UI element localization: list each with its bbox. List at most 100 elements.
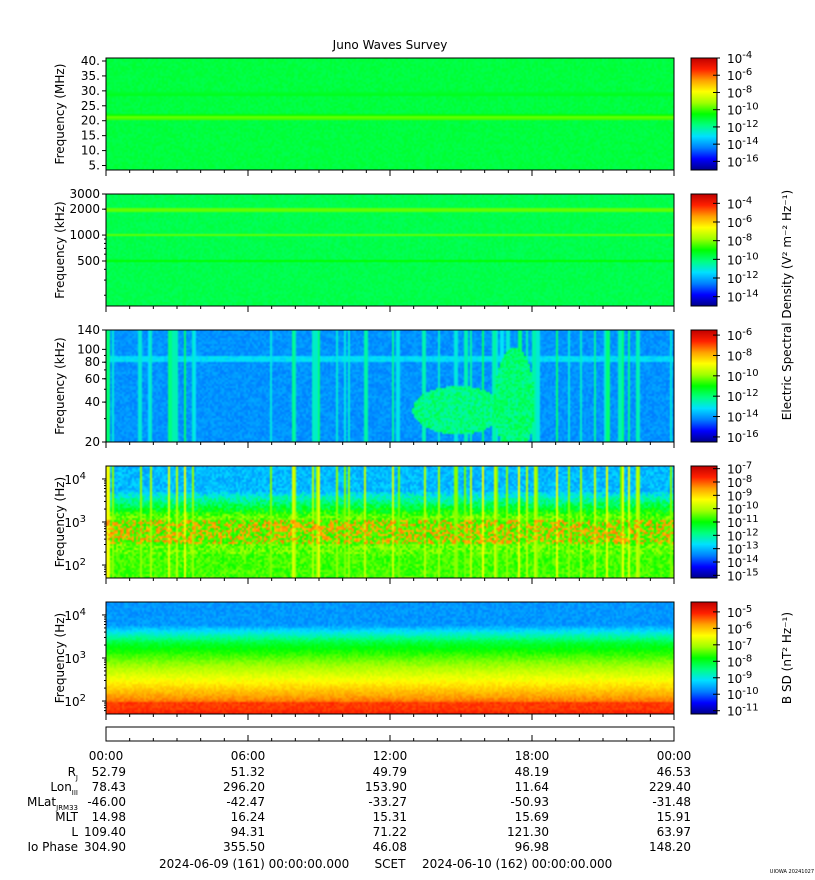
colorbar-tick-label: 10-6 [727, 214, 752, 230]
ephemeris-label: Io Phase [27, 840, 78, 854]
ephemeris-value: -50.93 [510, 795, 549, 809]
ephemeris-value: -46.00 [87, 795, 126, 809]
ephemeris-value: 121.30 [507, 825, 549, 839]
ephemeris-value: 52.79 [92, 765, 126, 779]
y-tick-label: 35. [81, 69, 100, 83]
y-axis-label: Frequency (Hz) [53, 613, 67, 704]
colorbar-tick-label: 10-6 [727, 327, 752, 343]
time-tick-label: 12:00 [373, 749, 408, 763]
ephemeris-value: 148.20 [649, 840, 691, 854]
colorbar-tick-label: 10-14 [727, 289, 759, 305]
panel-1: Frequency (MHz) 40.35.30.25.20.15.10.5. 10… [53, 50, 759, 176]
colorbar-tick-label: 10-14 [727, 136, 759, 152]
y-tick-label: 10. [81, 144, 100, 158]
watermark: UIOWA 20241027 [770, 869, 814, 875]
ephemeris-value: 63.97 [657, 825, 691, 839]
colorbar-tick-label: 10-12 [727, 527, 759, 543]
y-tick-label: 103 [64, 514, 86, 530]
magnetic-colorbar-title: B SD (nT² Hz⁻¹) [780, 612, 794, 704]
time-tick-label: 00:00 [657, 749, 692, 763]
y-tick-label: 40 [85, 395, 100, 409]
spectrogram-image [106, 330, 674, 442]
ephemeris-value: -31.48 [652, 795, 691, 809]
ephemeris-value: 51.32 [231, 765, 265, 779]
spectrogram-image [106, 194, 674, 306]
panel-4: Frequency (Hz)104 103 102 10-710-810-910-10… [53, 461, 759, 584]
ephemeris-label: RJ [68, 765, 78, 782]
colorbar-tick-label: 10-12 [727, 270, 759, 286]
y-tick-label: 20 [85, 435, 100, 449]
ephemeris-value: 14.98 [92, 810, 126, 824]
colorbar-tick-label: 10-10 [727, 686, 759, 702]
ephemeris-label: LonIII [50, 780, 78, 797]
colorbar-tick-label: 10-6 [727, 620, 752, 636]
colorbar-tick-label: 10-7 [727, 637, 752, 653]
ephemeris-value: 15.31 [373, 810, 407, 824]
colorbar-tick-label: 10-9 [727, 670, 752, 686]
colorbar-tick-label: 10-10 [727, 368, 759, 384]
electric-colorbar-title: Electric Spectral Density (V² m⁻² Hz⁻¹) [780, 190, 794, 420]
y-tick-label: 140 [77, 323, 100, 337]
footer-end-time: 2024-06-10 (162) 00:00:00.000 [422, 857, 612, 871]
colorbar-titles: Electric Spectral Density (V² m⁻² Hz⁻¹) … [780, 190, 794, 704]
ephemeris-value: 355.50 [223, 840, 265, 854]
ephemeris-label: L [71, 825, 78, 839]
colorbar-tick-label: 10-9 [727, 487, 752, 503]
ephemeris-value: 11.64 [515, 780, 549, 794]
colorbar-tick-label: 10-8 [727, 84, 752, 100]
colorbar-tick-label: 10-16 [727, 429, 759, 445]
colorbar-tick-label: 10-13 [727, 541, 759, 557]
ephemeris-value: 15.69 [515, 810, 549, 824]
colorbar-gradient [690, 193, 718, 307]
colorbar: 10-4 10-6 10-8 10-10 10-12 10-14 [690, 193, 759, 307]
colorbar-tick-label: 10-8 [727, 347, 752, 363]
colorbar-tick-label: 10-4 [727, 50, 752, 66]
colorbar-gradient [690, 329, 718, 443]
colorbar-tick-label: 10-8 [727, 233, 752, 249]
y-tick-label: 25. [81, 99, 100, 113]
colorbar-tick-label: 10-10 [727, 102, 759, 118]
colorbar-tick-label: 10-4 [727, 195, 752, 211]
colorbar-tick-label: 10-12 [727, 388, 759, 404]
y-tick-label: 60 [85, 372, 100, 386]
footer-start-time: 2024-06-09 (161) 00:00:00.000 [159, 857, 349, 871]
colorbar: 10-710-810-910-1010-1110-1210-1310-1410-… [690, 461, 759, 583]
spectrogram-image [106, 602, 674, 714]
time-tick-label: 06:00 [231, 749, 266, 763]
ephemeris-value: -42.47 [226, 795, 265, 809]
ephemeris-value: 94.31 [231, 825, 265, 839]
y-tick-label: 15. [81, 129, 100, 143]
y-tick-label: 102 [64, 693, 86, 709]
ephemeris-value: 96.98 [515, 840, 549, 854]
colorbar-tick-label: 10-11 [727, 703, 759, 719]
panel-3: Frequency (kHz)1401008060402010-610-810-… [53, 323, 759, 449]
footer-scet-label: SCET [375, 857, 407, 871]
colorbar-tick-label: 10-11 [727, 514, 759, 530]
y-tick-label: 2000 [69, 202, 100, 216]
ephemeris-value: 71.22 [373, 825, 407, 839]
colorbar-tick-label: 10-12 [727, 119, 759, 135]
time-tick-label: 00:00 [89, 749, 124, 763]
colorbar-tick-label: 10-6 [727, 67, 752, 83]
y-tick-label: 40. [81, 54, 100, 68]
ephemeris-value: 229.40 [649, 780, 691, 794]
y-tick-label: 5. [89, 159, 100, 173]
colorbar-gradient [690, 57, 718, 171]
time-tick-label: 18:00 [515, 749, 550, 763]
ephemeris-value: -33.27 [368, 795, 407, 809]
y-tick-label: 30. [81, 84, 100, 98]
ephemeris-value: 296.20 [223, 780, 265, 794]
ephemeris-value: 48.19 [515, 765, 549, 779]
ephemeris-value: 304.90 [84, 840, 126, 854]
ephemeris-value: 16.24 [231, 810, 265, 824]
colorbar-tick-label: 10-15 [727, 567, 759, 583]
y-tick-label: 103 [64, 650, 86, 666]
colorbar-gradient [690, 601, 718, 715]
colorbar-tick-label: 10-10 [727, 501, 759, 517]
ephemeris-value: 46.08 [373, 840, 407, 854]
figure-title: Juno Waves Survey [332, 38, 448, 52]
y-tick-label: 104 [64, 471, 86, 487]
